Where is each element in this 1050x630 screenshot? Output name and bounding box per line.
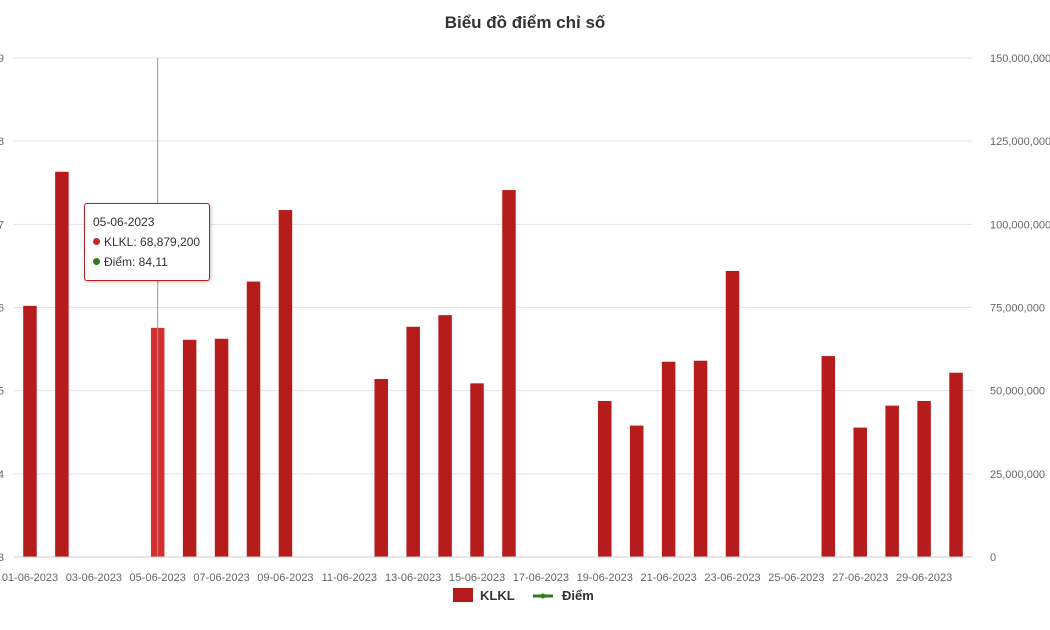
- tooltip-klkl-row: KLKL: 68,879,200: [93, 232, 201, 252]
- y-right-tick-label: 75,000,000: [990, 303, 1045, 315]
- bar-klkl[interactable]: [406, 326, 420, 557]
- x-tick-label: 13-06-2023: [385, 572, 441, 584]
- tooltip-diem-row: Điểm: 84,11: [93, 252, 201, 272]
- x-tick-label: 07-06-2023: [193, 572, 249, 584]
- bar-klkl[interactable]: [885, 405, 899, 557]
- y-left-tick-label: 4: [0, 469, 4, 481]
- axes: 150,000,000 9 125,000,000 8 100,000,000 7 75,0…: [0, 53, 1050, 584]
- x-tick-label: 01-06-2023: [2, 572, 58, 584]
- bar-klkl[interactable]: [214, 338, 229, 557]
- legend-klkl-label[interactable]: KLKL: [480, 588, 515, 603]
- x-tick-label: 15-06-2023: [449, 572, 505, 584]
- x-tick-label: 05-06-2023: [130, 572, 186, 584]
- legend-diem-label[interactable]: Điểm: [562, 588, 594, 603]
- chart-title: Biểu đồ điểm chỉ số: [445, 13, 606, 32]
- bar-klkl[interactable]: [246, 281, 261, 557]
- bar-klkl[interactable]: [278, 210, 293, 557]
- bar-klkl[interactable]: [917, 400, 931, 557]
- legend-diem-marker[interactable]: [540, 593, 546, 599]
- bar-klkl[interactable]: [470, 383, 484, 557]
- tooltip: 05-06-2023 KLKL: 68,879,200 Điểm: 84,11: [84, 203, 210, 281]
- line-series[interactable]: [28, 0, 958, 557]
- y-right-tick-label: 100,000,000: [990, 219, 1050, 231]
- bar-klkl[interactable]: [629, 425, 644, 557]
- tooltip-diem-dot: [93, 258, 100, 266]
- bar-series[interactable]: [23, 171, 963, 557]
- bar-klkl[interactable]: [725, 270, 740, 557]
- x-tick-label: 21-06-2023: [640, 572, 696, 584]
- bar-klkl[interactable]: [853, 427, 867, 557]
- bar-klkl[interactable]: [23, 305, 37, 557]
- tooltip-klkl-text: KLKL: 68,879,200: [104, 235, 201, 249]
- y-right-tick-label: 150,000,000: [990, 53, 1050, 65]
- x-tick-label: 09-06-2023: [257, 572, 313, 584]
- tooltip-diem-text: Điểm: 84,11: [104, 255, 168, 269]
- bar-klkl[interactable]: [598, 400, 612, 557]
- x-tick-label: 27-06-2023: [832, 572, 888, 584]
- bar-klkl[interactable]: [949, 372, 963, 557]
- y-left-tick-label: 8: [0, 136, 4, 148]
- x-tick-label: 17-06-2023: [513, 572, 569, 584]
- y-left-tick-label: 3: [0, 552, 4, 564]
- x-tick-label: 11-06-2023: [322, 572, 377, 584]
- bar-klkl[interactable]: [55, 171, 69, 557]
- y-right-tick-label: 50,000,000: [990, 386, 1045, 398]
- tooltip-date: 05-06-2023: [93, 215, 155, 229]
- y-right-tick-label: 25,000,000: [990, 469, 1045, 481]
- y-left-tick-label: 6: [0, 303, 4, 315]
- y-right-tick-label: 125,000,000: [990, 136, 1050, 148]
- bar-klkl[interactable]: [693, 360, 708, 557]
- bar-klkl[interactable]: [502, 190, 516, 557]
- bar-klkl[interactable]: [438, 315, 452, 557]
- y-left-tick-label: 5: [0, 386, 4, 398]
- tooltip-klkl-dot: [93, 238, 100, 246]
- x-tick-label: 25-06-2023: [768, 572, 824, 584]
- y-right-tick-label: 0: [990, 552, 996, 564]
- x-tick-label: 19-06-2023: [577, 572, 633, 584]
- bar-klkl[interactable]: [821, 356, 836, 557]
- bar-klkl[interactable]: [374, 379, 388, 557]
- x-tick-label: 23-06-2023: [704, 572, 760, 584]
- x-tick-label: 29-06-2023: [896, 572, 952, 584]
- legend-klkl-swatch[interactable]: [453, 588, 473, 602]
- bar-klkl[interactable]: [661, 361, 676, 557]
- y-left-tick-label: 7: [0, 219, 4, 231]
- bar-klkl[interactable]: [182, 339, 197, 557]
- y-left-tick-label: 9: [0, 53, 4, 65]
- x-tick-label: 03-06-2023: [66, 572, 122, 584]
- legend[interactable]: KLKL Điểm: [453, 588, 594, 603]
